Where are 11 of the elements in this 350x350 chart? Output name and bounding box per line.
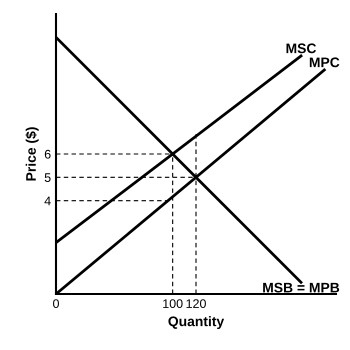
series-label: MSB = MPB: [263, 282, 340, 293]
y-tick-label: 4: [44, 196, 51, 206]
x-axis-title: Quantity: [168, 316, 224, 330]
x-tick-label: 100: [163, 299, 183, 308]
y-axis-title: Price ($): [25, 127, 39, 180]
y-tick-label: 5: [44, 173, 51, 182]
x-tick-label: 120: [186, 299, 206, 308]
series-label: MPC: [310, 57, 340, 68]
series-label: MSC: [286, 43, 316, 54]
x-tick-label: 0: [53, 299, 59, 308]
y-tick-label: 6: [44, 150, 51, 159]
